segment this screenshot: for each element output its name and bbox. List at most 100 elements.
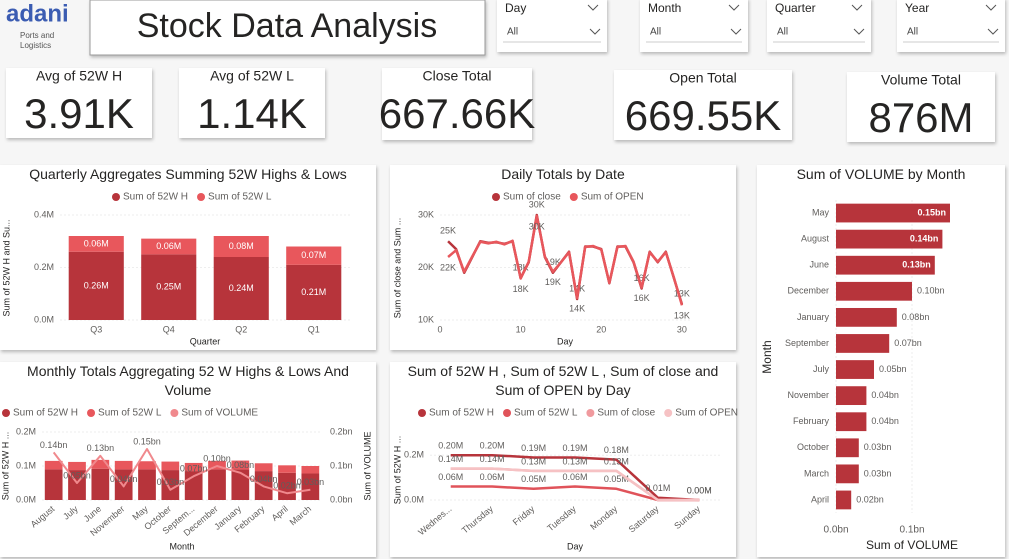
dropdown-chevron[interactable] — [853, 28, 865, 35]
legend-swatch — [586, 409, 595, 417]
dropdown-chevron[interactable] — [987, 28, 999, 35]
data-label: 13K — [674, 311, 690, 321]
data-label: 0.07M — [301, 250, 326, 260]
data-label: 0.13M — [562, 456, 587, 466]
legend-label: Sum of VOLUME — [181, 408, 258, 419]
bar — [836, 360, 874, 379]
x-axis-title: Sum of VOLUME — [866, 538, 958, 552]
kpi-card — [847, 72, 995, 142]
bar — [141, 238, 197, 255]
slicer-value[interactable]: All — [907, 27, 918, 38]
x-tick-label: 0.1bn — [899, 525, 924, 536]
y2-tick-label: 0.1bn — [330, 460, 353, 470]
data-label: 0.26M — [84, 280, 109, 290]
x-tick-label: 30 — [677, 324, 687, 334]
bar — [836, 438, 859, 458]
data-label: 0.03bn — [297, 477, 325, 487]
kpi-label: Volume Total — [881, 72, 961, 88]
slicer-label: Month — [648, 1, 681, 15]
data-label: 22K — [440, 262, 456, 272]
data-label: 0.10bn — [203, 453, 231, 463]
bar — [161, 461, 180, 471]
bar — [836, 229, 943, 249]
y-tick-label: 0.0M — [34, 314, 54, 324]
data-label: 0.24M — [229, 283, 254, 293]
y-tick-label: October — [797, 442, 829, 452]
legend-swatch — [170, 409, 179, 417]
data-label: 30K — [529, 221, 545, 231]
bar — [68, 251, 124, 320]
line — [450, 467, 700, 502]
slicer-value[interactable]: All — [507, 27, 518, 38]
kpi-card — [614, 70, 792, 140]
legend-label: Sum of close — [597, 408, 655, 419]
data-label: 0.15bn — [917, 207, 946, 217]
kpi-card — [179, 68, 325, 138]
data-label: 0.06M — [156, 241, 181, 251]
y-tick-label: 0.2M — [16, 426, 36, 436]
y-tick-label: June — [809, 260, 829, 270]
slicer-value[interactable]: All — [777, 27, 788, 38]
logo-brand: adani — [6, 0, 69, 27]
legend-swatch — [503, 409, 512, 417]
bar — [213, 257, 269, 320]
data-label: 0.02bn — [273, 481, 301, 491]
data-label: 0.19M — [562, 443, 587, 453]
data-label: 0.00M — [687, 485, 712, 495]
kpi-label: Close Total — [422, 68, 491, 84]
legend-swatch — [87, 409, 96, 417]
slicer-value[interactable]: All — [650, 27, 661, 38]
data-label: 25K — [440, 226, 456, 236]
y-tick-label: August — [801, 234, 830, 244]
data-label: 0.03bn — [864, 468, 892, 478]
x-tick-label: Q4 — [163, 324, 175, 334]
slicer[interactable] — [497, 0, 607, 52]
bar — [91, 459, 110, 469]
chart-title: Sum of VOLUME by Month — [796, 166, 966, 182]
data-label: 0.19M — [521, 443, 546, 453]
data-label: 0.03bn — [864, 442, 892, 452]
bar — [68, 236, 124, 252]
x-tick-label: Q3 — [90, 324, 102, 334]
data-label: 0.20M — [438, 441, 463, 451]
legend-swatch — [664, 409, 673, 417]
legend-label: Sum of 52W L — [514, 408, 578, 419]
legend-swatch — [112, 193, 120, 201]
y-axis-title: Month — [760, 340, 774, 373]
slicer-label: Day — [505, 1, 526, 15]
data-label: 0.06M — [480, 472, 505, 482]
dropdown-chevron[interactable] — [589, 28, 601, 35]
slicer[interactable] — [640, 0, 748, 52]
data-label: 0.14M — [480, 454, 505, 464]
legend-label: Sum of 52W H — [13, 408, 78, 419]
bar — [836, 334, 890, 353]
y2-tick-label: 0.2bn — [330, 426, 353, 436]
bar — [286, 246, 342, 265]
line — [52, 448, 311, 495]
slicer[interactable] — [767, 0, 871, 52]
y2-axis-title: Sum of VOLUME — [362, 431, 372, 500]
data-label: 0.05bn — [63, 470, 91, 480]
data-label: 0.04bn — [871, 416, 899, 426]
data-label: 0.04bn — [110, 474, 138, 484]
y-tick-label: 0.2M — [34, 262, 54, 272]
chart-title: Monthly Totals Aggregating 52 W Highs & … — [27, 363, 349, 398]
data-label: 16K — [634, 293, 650, 303]
bar — [141, 254, 197, 320]
bar — [836, 412, 867, 432]
legend-label: Sum of 52W H — [429, 408, 494, 419]
chart-title: Daily Totals by Date — [501, 166, 625, 182]
kpi-value: 667.66K — [379, 90, 535, 137]
dropdown-chevron[interactable] — [730, 28, 742, 35]
bar — [836, 255, 935, 275]
bar — [836, 490, 852, 510]
data-label: 13K — [674, 289, 690, 299]
bar — [254, 463, 273, 472]
y-tick-label: January — [797, 312, 830, 322]
kpi-value: 1.14K — [197, 90, 307, 137]
slicer[interactable] — [897, 0, 1005, 52]
x-tick-label: Q1 — [308, 324, 320, 334]
data-label: 0.15bn — [133, 436, 161, 446]
bar — [286, 264, 342, 320]
data-label: 0.07bn — [180, 464, 208, 474]
